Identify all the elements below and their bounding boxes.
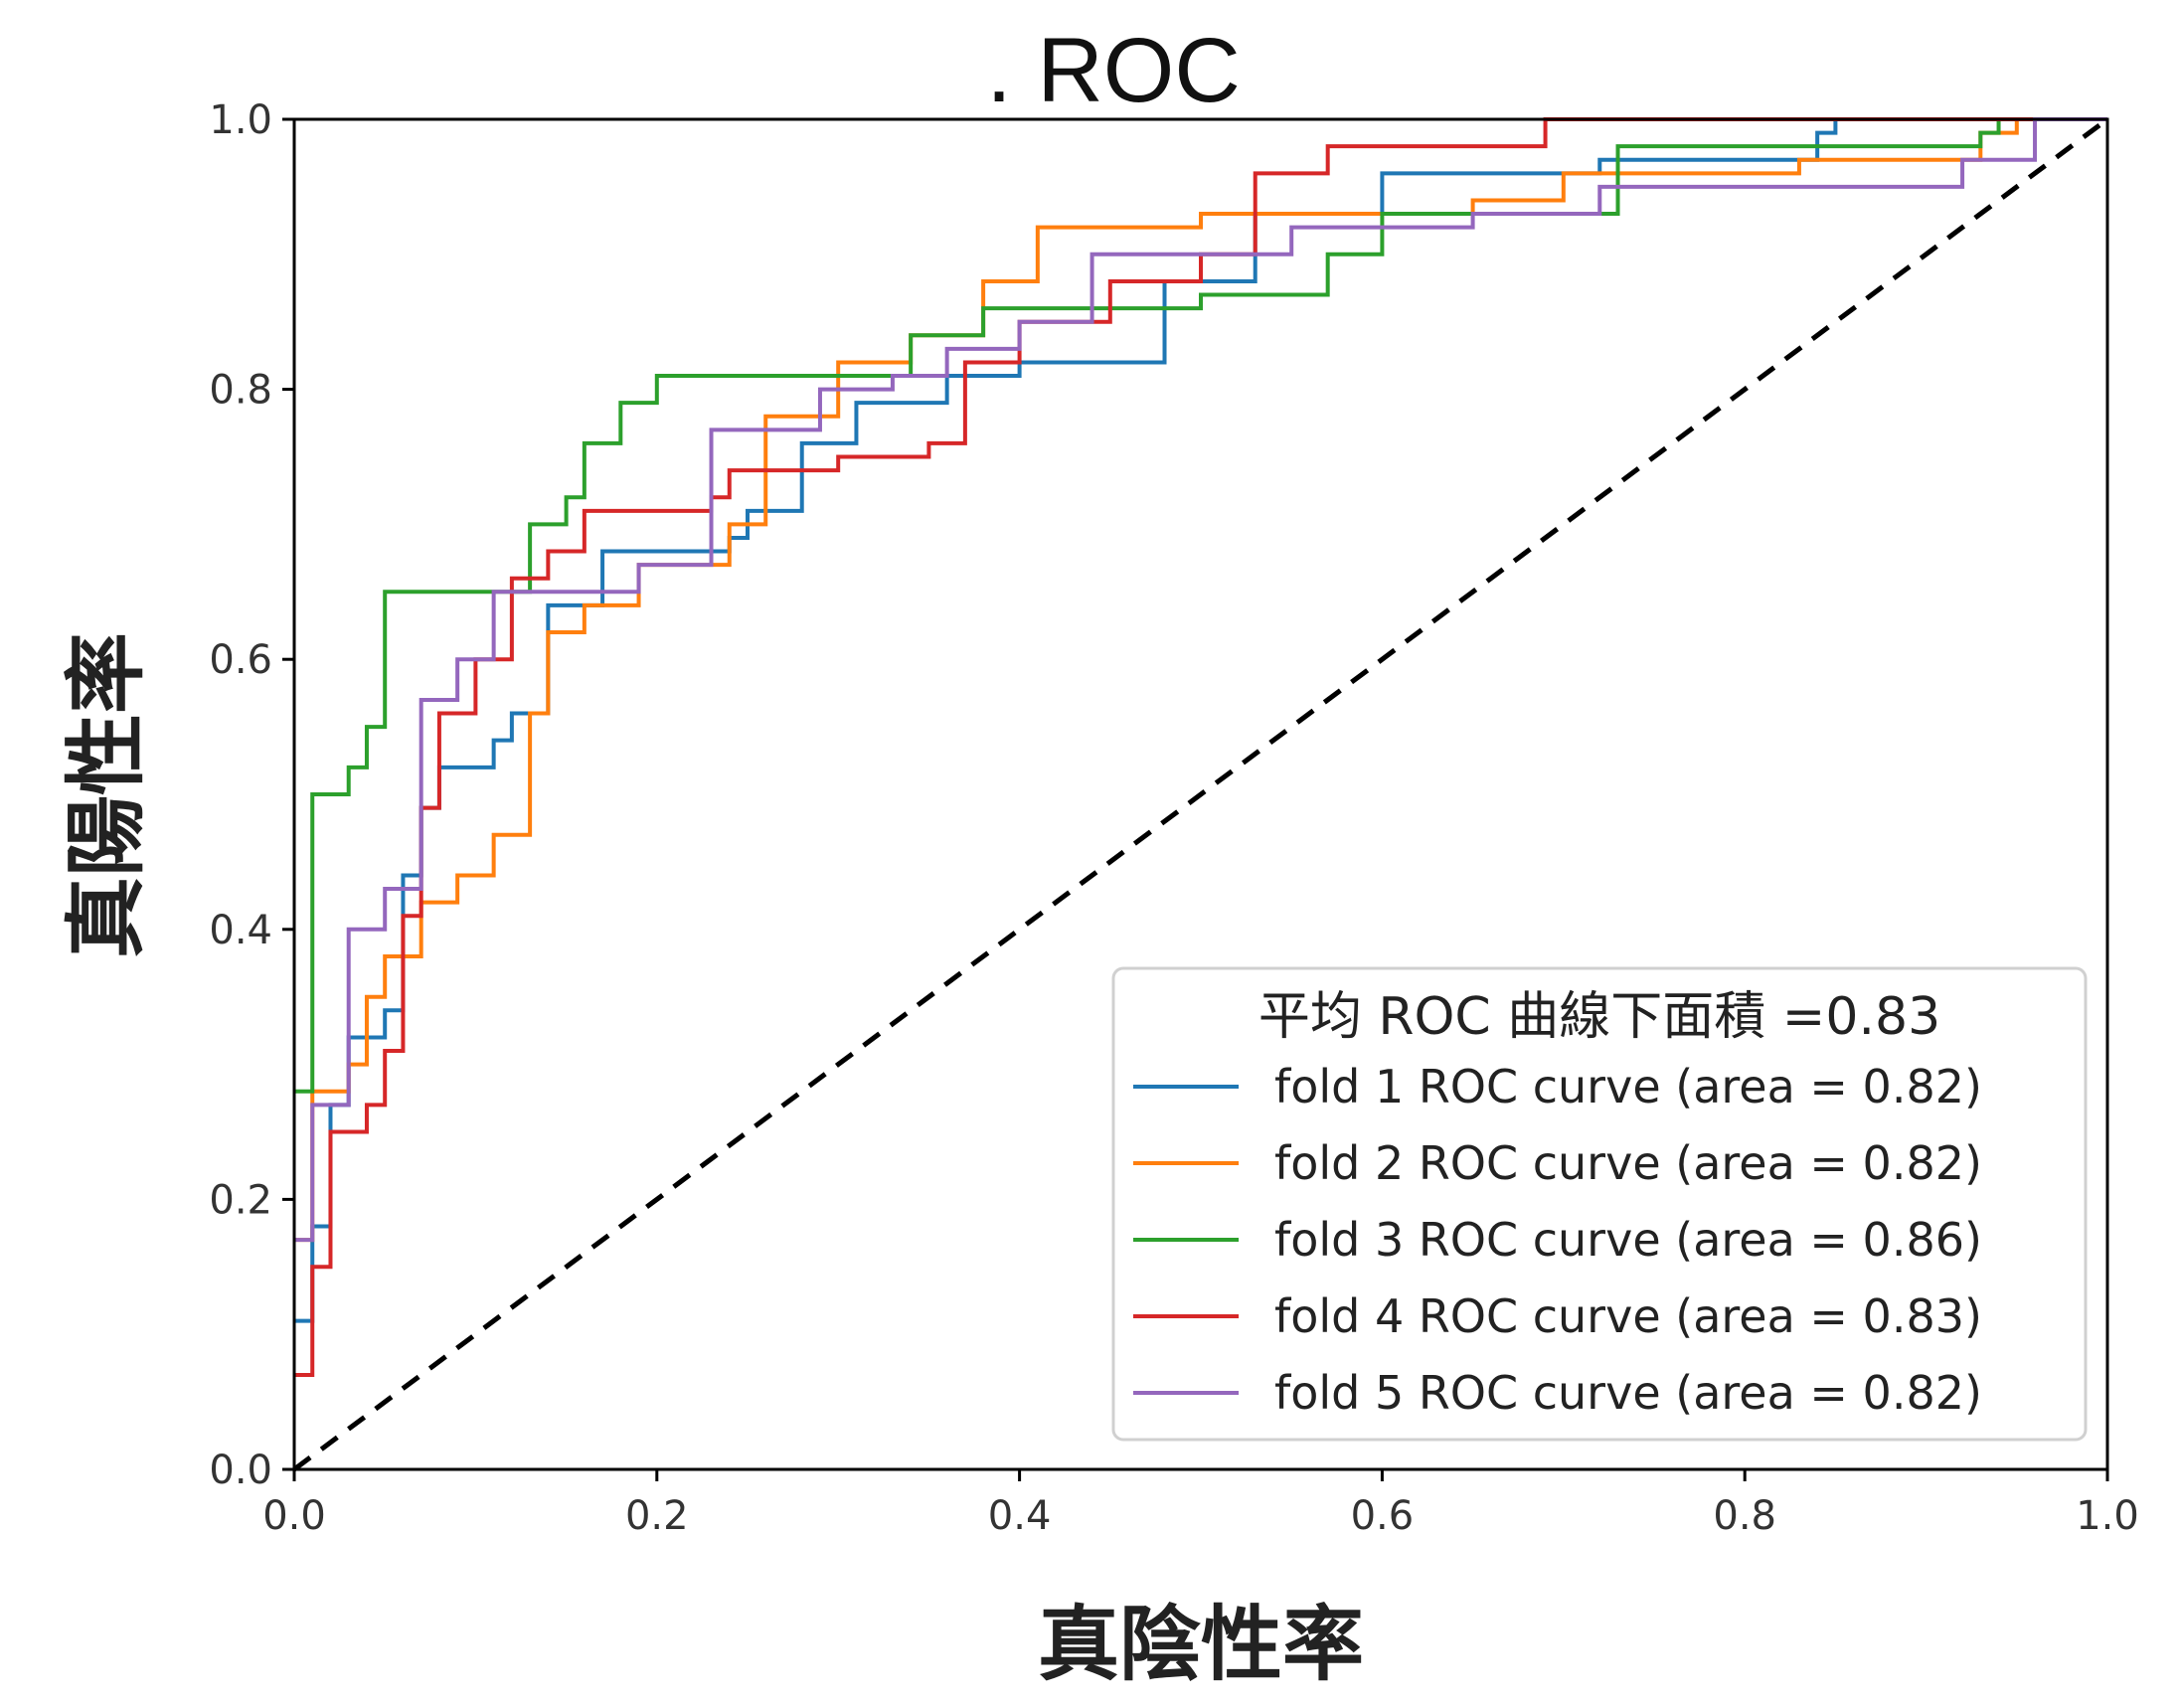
y-axis-label: 真陽性率 — [60, 632, 154, 958]
x-tick-label: 0.8 — [1713, 1493, 1776, 1539]
y-axis: 0.0 0.2 0.4 0.6 0.8 1.0 — [209, 97, 294, 1493]
y-tick-label: 0.0 — [209, 1448, 272, 1493]
chart-title: . ROC — [986, 20, 1241, 121]
legend-label-fold-3: fold 3 ROC curve (area = 0.86) — [1274, 1213, 1982, 1267]
legend-label-fold-1: fold 1 ROC curve (area = 0.82) — [1274, 1060, 1982, 1113]
series-line-fold-4 — [294, 117, 2107, 1377]
x-tick-label: 0.0 — [262, 1493, 326, 1539]
x-tick-label: 0.6 — [1351, 1493, 1415, 1539]
legend-label-fold-2: fold 2 ROC curve (area = 0.82) — [1274, 1136, 1982, 1190]
x-axis-label: 真陰性率 — [1038, 1598, 1364, 1692]
chance-diagonal-line — [292, 116, 2109, 1472]
legend-box — [1111, 966, 2088, 1442]
legend-title: 平均 ROC 曲線下面積 =0.83 — [1258, 987, 1940, 1047]
legend-label-fold-4: fold 4 ROC curve (area = 0.83) — [1274, 1289, 1982, 1343]
series-layer — [294, 117, 2107, 1377]
legend: 平均 ROC 曲線下面積 =0.83 fold 1 ROC curve (are… — [1111, 966, 2088, 1442]
series-line-fold-2 — [294, 117, 2107, 1243]
x-tick-label: 0.2 — [625, 1493, 689, 1539]
series-line-fold-3 — [294, 117, 2107, 1094]
legend-entries: fold 1 ROC curve (area = 0.82) fold 2 ROC… — [1133, 1060, 1982, 1420]
x-tick-label: 0.4 — [988, 1493, 1052, 1539]
y-tick-label: 1.0 — [209, 97, 272, 143]
y-tick-label: 0.6 — [209, 637, 272, 683]
y-tick-label: 0.4 — [209, 908, 272, 953]
series-line-fold-5 — [294, 117, 2107, 1243]
legend-label-fold-5: fold 5 ROC curve (area = 0.82) — [1274, 1366, 1982, 1420]
y-tick-label: 0.8 — [209, 368, 272, 414]
x-tick-label: 1.0 — [2076, 1493, 2139, 1539]
x-axis: 0.0 0.2 0.4 0.6 0.8 1.0 — [262, 1469, 2139, 1539]
y-tick-label: 0.2 — [209, 1177, 272, 1223]
plot-border — [292, 117, 2109, 1471]
